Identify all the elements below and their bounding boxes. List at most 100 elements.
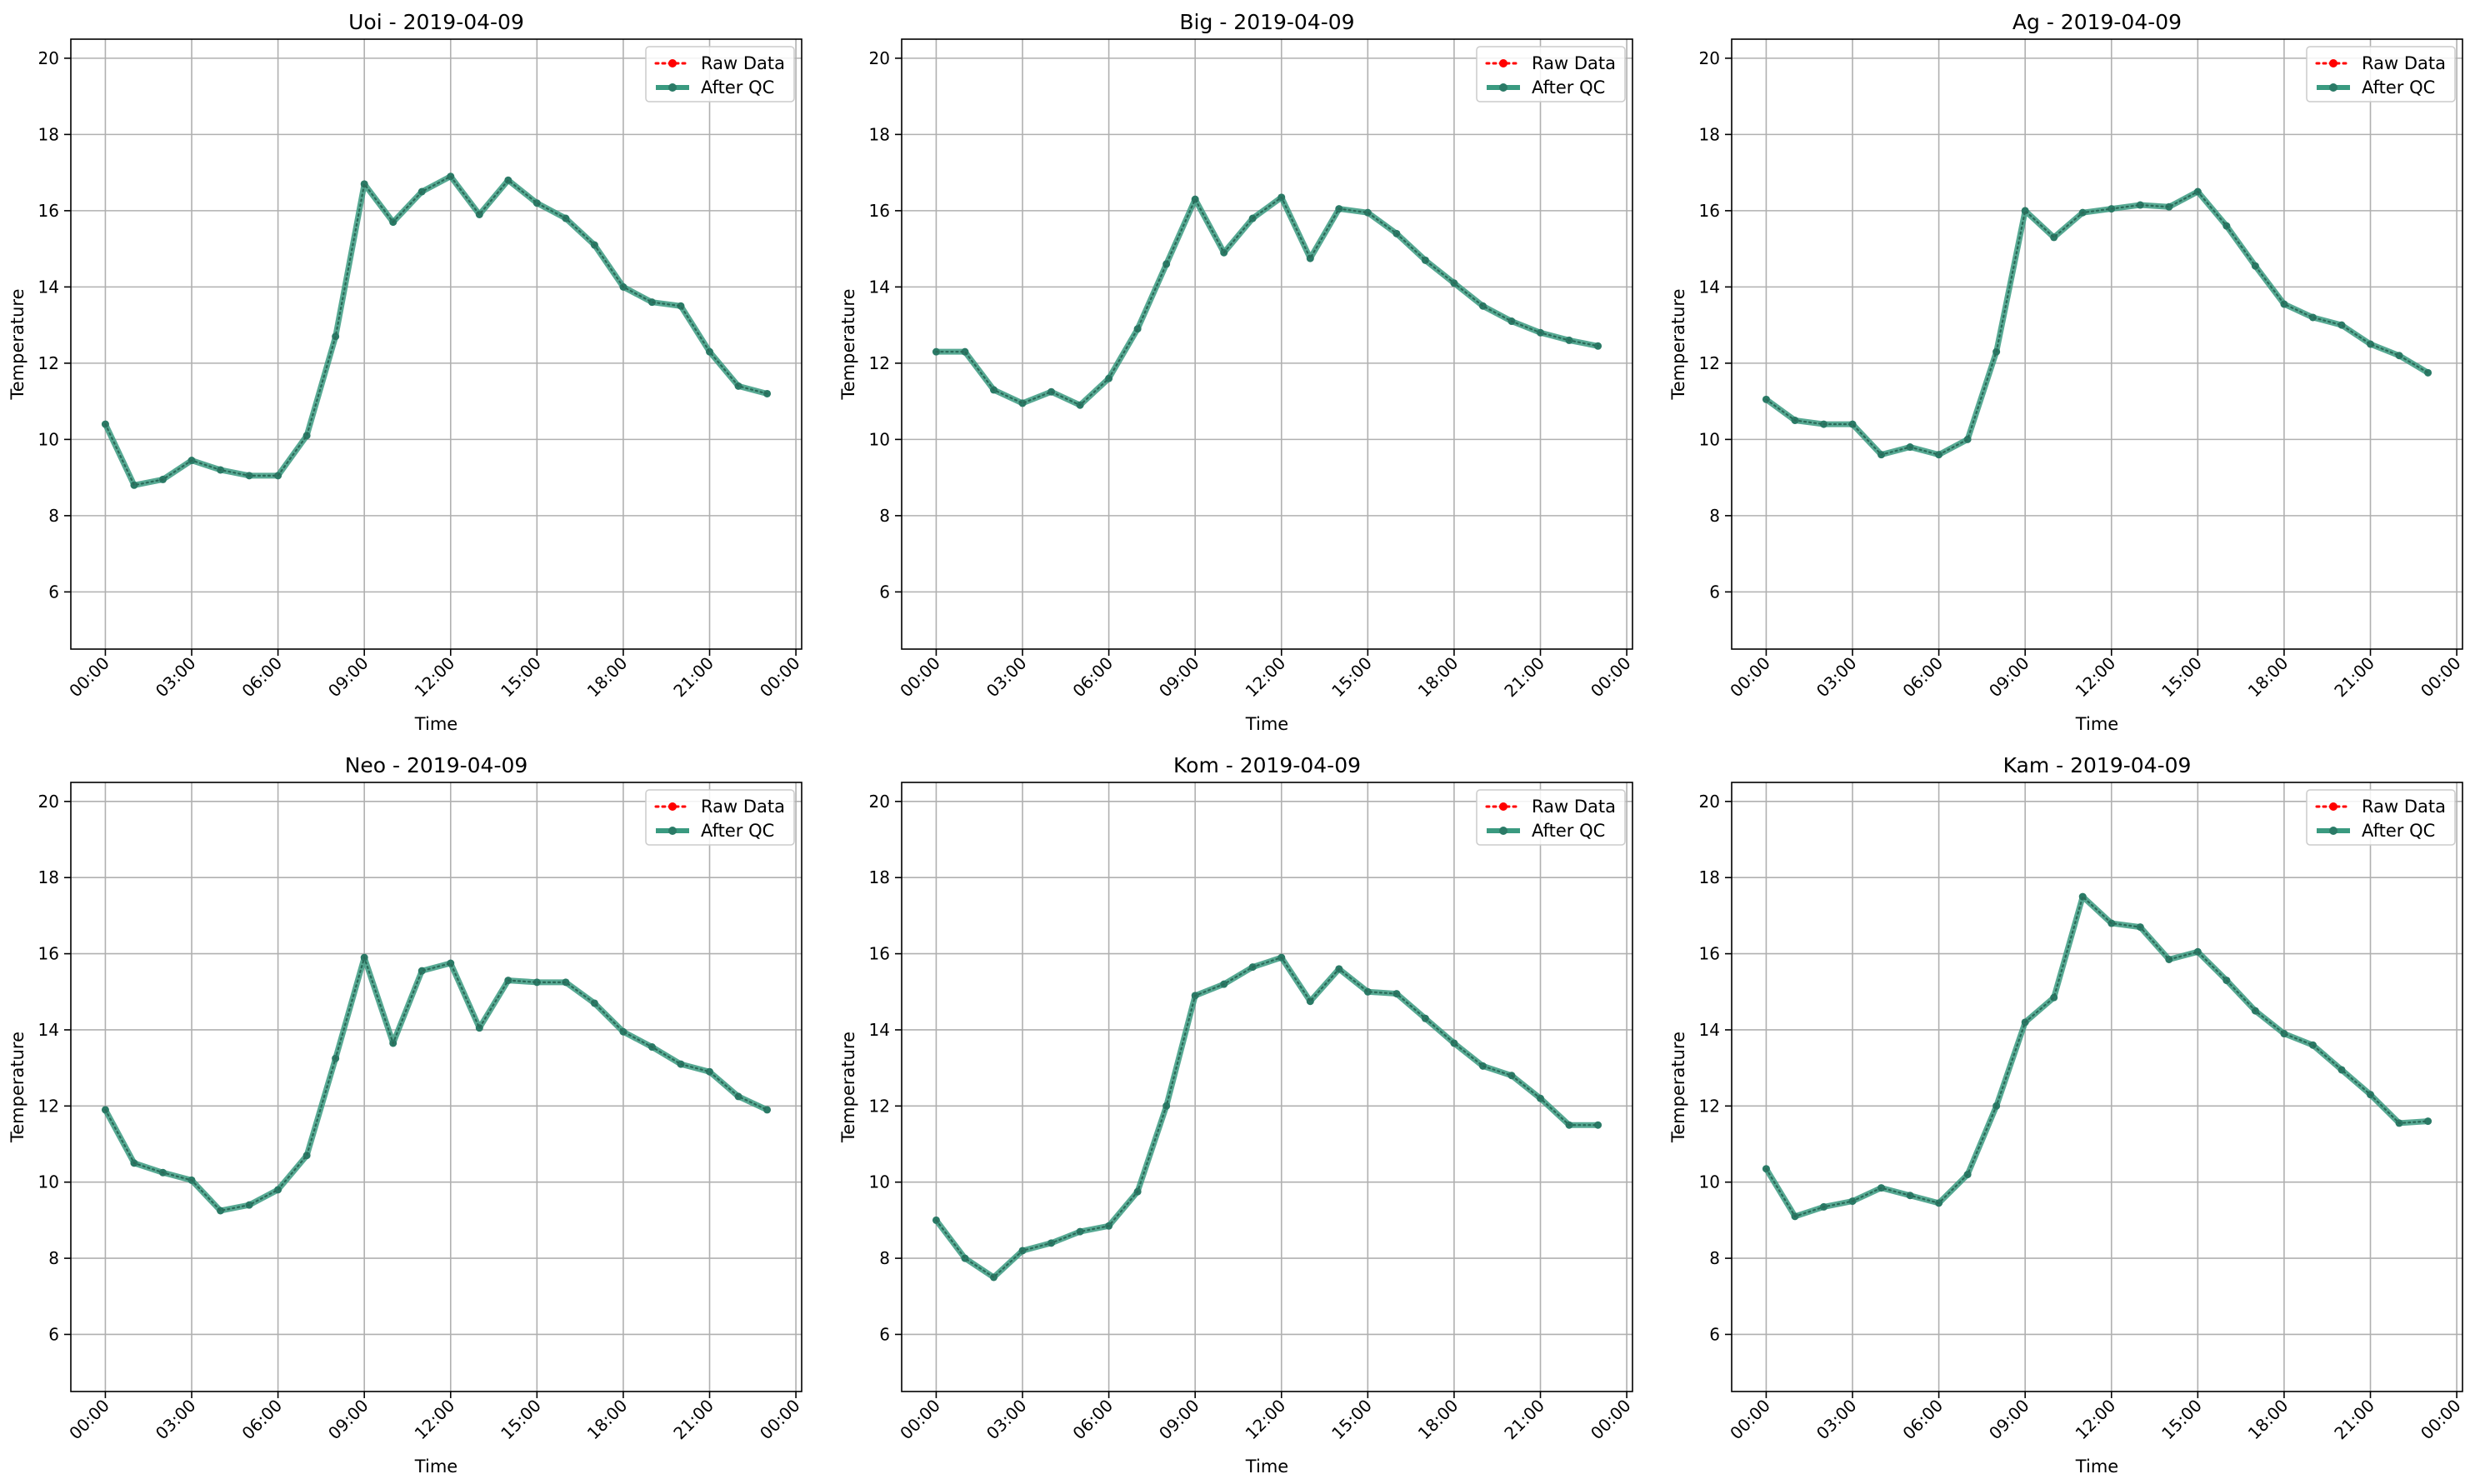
x-tick-label: 12:00 xyxy=(2072,1396,2120,1444)
x-axis-label: Time xyxy=(2075,714,2118,734)
series-after-qc xyxy=(1762,187,2432,459)
x-axis-label: Time xyxy=(414,1457,458,1477)
raw-data-line xyxy=(1765,895,2429,1218)
x-tick-label: 03:00 xyxy=(1812,653,1861,702)
series-raw-data xyxy=(104,954,768,1212)
y-tick-label: 14 xyxy=(869,1020,890,1040)
x-tick-label: 12:00 xyxy=(2072,653,2120,702)
after-qc-point xyxy=(532,978,541,987)
x-tick-label: 21:00 xyxy=(1500,653,1548,702)
after-qc-point xyxy=(1594,1121,1602,1129)
x-tick-label: 06:00 xyxy=(1898,653,1947,702)
y-tick-label: 14 xyxy=(1699,277,1720,297)
x-tick-label: 06:00 xyxy=(238,1396,286,1444)
series-after-qc xyxy=(101,953,772,1215)
legend-raw-marker xyxy=(1499,59,1508,67)
legend-qc-label: After QC xyxy=(1532,77,1605,97)
y-tick-label: 10 xyxy=(1699,1172,1720,1192)
x-tick-label: 15:00 xyxy=(1328,1396,1376,1444)
legend-raw-label: Raw Data xyxy=(701,53,785,73)
legend-qc-marker xyxy=(668,827,677,835)
after-qc-line xyxy=(936,194,1599,408)
x-tick-label: 09:00 xyxy=(324,653,372,702)
x-tick-label: 18:00 xyxy=(1414,653,1462,702)
grid-lines xyxy=(902,782,1632,1392)
x-tick-label: 00:00 xyxy=(2417,653,2465,702)
legend-qc-label: After QC xyxy=(1532,821,1605,841)
chart-panel-1: 6 8 10 12 14 16 18 20 00:00 03:00 06:00 09:00 12:00 1… xyxy=(8,10,804,734)
y-tick-label: 8 xyxy=(1709,506,1720,526)
x-tick-label: 03:00 xyxy=(982,653,1031,702)
chart-title: Kom - 2019-04-09 xyxy=(1173,753,1361,777)
y-tick-label: 8 xyxy=(1709,1248,1720,1268)
chart-title: Big - 2019-04-09 xyxy=(1179,10,1354,34)
y-tick-label: 6 xyxy=(1709,1324,1720,1344)
series-after-qc xyxy=(932,953,1602,1282)
y-tick-label: 8 xyxy=(48,1248,59,1268)
x-tick-label: 21:00 xyxy=(2330,1396,2378,1444)
series-raw-data xyxy=(104,175,768,487)
series-raw-data xyxy=(935,196,1599,407)
legend-raw-marker xyxy=(668,802,677,811)
x-tick-label: 09:00 xyxy=(1985,653,2033,702)
legend: Raw Data After QC xyxy=(1476,789,1626,846)
y-tick-label: 8 xyxy=(48,506,59,526)
chart-title: Uoi - 2019-04-09 xyxy=(348,10,524,34)
y-tick-label: 10 xyxy=(38,1172,59,1192)
y-tick-label: 18 xyxy=(1699,124,1720,144)
chart-panel-2: 6 8 10 12 14 16 18 20 00:00 03:00 06:00 09:00 12:00 1… xyxy=(838,10,1635,734)
x-axis-label: Time xyxy=(2075,1457,2118,1477)
y-tick-label: 20 xyxy=(38,792,59,812)
y-tick-label: 10 xyxy=(38,429,59,449)
legend-qc-marker xyxy=(1499,83,1508,92)
plot-frame xyxy=(901,782,1633,1392)
x-tick-label: 00:00 xyxy=(896,1396,944,1444)
after-qc-point xyxy=(2424,368,2432,377)
y-tick-label: 20 xyxy=(869,48,890,68)
after-qc-point xyxy=(2424,1117,2432,1126)
y-axis-label: Temperature xyxy=(8,1032,28,1143)
y-tick-label: 12 xyxy=(38,353,59,373)
x-tick-label: 15:00 xyxy=(1328,653,1376,702)
legend-raw-marker xyxy=(1499,802,1508,811)
x-tick-label: 12:00 xyxy=(1242,653,1290,702)
y-tick-label: 18 xyxy=(869,124,890,144)
x-tick-label: 09:00 xyxy=(1155,653,1203,702)
x-tick-label: 03:00 xyxy=(152,1396,200,1444)
y-axis-label: Temperature xyxy=(1668,1032,1688,1143)
x-axis-label: Time xyxy=(1245,1457,1288,1477)
x-tick-label: 12:00 xyxy=(1242,1396,1290,1444)
plot-frame xyxy=(1731,782,2463,1392)
y-tick-label: 20 xyxy=(1699,48,1720,68)
y-tick-label: 16 xyxy=(1699,944,1720,964)
after-qc-point xyxy=(1018,399,1027,407)
grid-lines xyxy=(1732,782,2462,1392)
x-tick-label: 15:00 xyxy=(497,653,545,702)
y-tick-label: 14 xyxy=(38,277,59,297)
y-tick-label: 12 xyxy=(1699,1096,1720,1116)
x-tick-label: 18:00 xyxy=(1414,1396,1462,1444)
chart-panel-3: 6 8 10 12 14 16 18 20 00:00 03:00 06:00 09:00 12:00 1… xyxy=(1668,10,2465,734)
y-tick-label: 6 xyxy=(879,1324,890,1344)
legend-raw-label: Raw Data xyxy=(2362,53,2446,73)
legend: Raw Data After QC xyxy=(645,789,795,846)
legend-raw-label: Raw Data xyxy=(1532,797,1616,817)
x-tick-label: 18:00 xyxy=(583,653,632,702)
x-tick-label: 18:00 xyxy=(2244,653,2292,702)
y-tick-label: 8 xyxy=(879,506,890,526)
legend-qc-label: After QC xyxy=(701,77,774,97)
y-tick-label: 20 xyxy=(869,792,890,812)
legend-qc-label: After QC xyxy=(2362,77,2435,97)
grid-lines xyxy=(1732,39,2462,649)
grid-lines xyxy=(71,39,802,649)
x-tick-label: 15:00 xyxy=(2158,1396,2206,1444)
chart-title: Neo - 2019-04-09 xyxy=(345,753,528,777)
legend-raw-label: Raw Data xyxy=(701,797,785,817)
x-tick-label: 09:00 xyxy=(1155,1396,1203,1444)
after-qc-point xyxy=(1162,260,1171,268)
y-tick-label: 20 xyxy=(1699,792,1720,812)
y-tick-label: 10 xyxy=(869,429,890,449)
series-raw-data xyxy=(1765,190,2429,456)
grid-lines xyxy=(71,782,802,1392)
